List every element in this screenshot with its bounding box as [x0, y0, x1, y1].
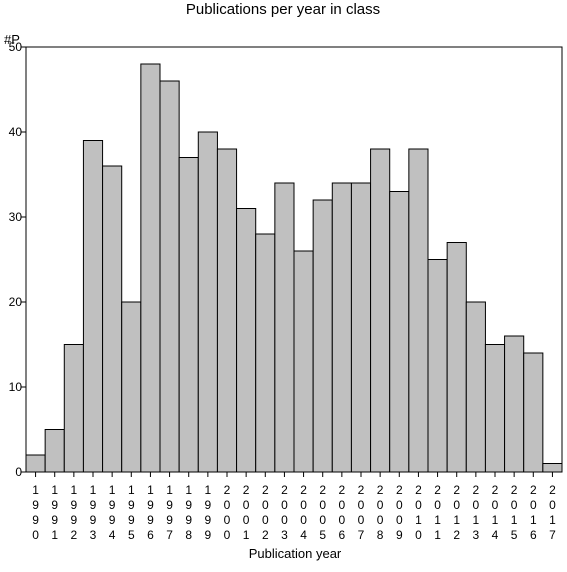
bar-1992 — [63, 344, 84, 473]
bar-2010 — [408, 148, 429, 473]
bar-2016 — [523, 352, 544, 473]
y-tick-label: 30 — [9, 210, 23, 224]
bar-2007 — [350, 182, 372, 473]
bar-2004 — [293, 250, 314, 473]
bar-1996 — [140, 63, 161, 473]
bar-2015 — [504, 335, 525, 473]
chart-title: Publications per year in class — [186, 1, 380, 18]
bar-2008 — [370, 148, 391, 473]
y-tick-label: 40 — [9, 125, 23, 139]
y-axis: 0 10 20 30 40 50 — [9, 40, 26, 479]
y-tick-label: 0 — [15, 465, 22, 479]
bar-1993 — [82, 140, 104, 473]
y-tick-label: 20 — [9, 295, 23, 309]
bar-2011 — [427, 259, 448, 473]
bar-1995 — [121, 301, 142, 473]
bar-2001 — [236, 208, 257, 473]
bar-2005 — [312, 199, 333, 473]
y-tick-label: 50 — [9, 40, 23, 54]
bar-2000 — [216, 148, 238, 473]
bar-2009 — [389, 191, 410, 473]
bar-1994 — [102, 165, 123, 473]
y-tick-label: 10 — [9, 380, 23, 394]
bar-1991 — [44, 429, 65, 473]
bar-2002 — [255, 233, 276, 473]
bar-2012 — [446, 242, 467, 473]
bar-1999 — [197, 131, 218, 473]
bars — [25, 63, 563, 473]
x-axis: 1 9 9 0 1 9 9 1 1 9 9 2 1 9 9 3 1 9 9 4 1 9 9 5 1 9 9 6 1 9 9 7 1 9 9 8 1 9 9 9… — [32, 472, 556, 542]
bar-1997 — [159, 80, 180, 473]
bar-2013 — [465, 301, 486, 473]
bar-2017 — [542, 463, 563, 473]
bar-1998 — [178, 157, 199, 473]
bar-2014 — [484, 344, 506, 473]
plot-frame — [25, 46, 563, 473]
bar-2003 — [274, 182, 295, 473]
y-axis-label: #P — [4, 32, 20, 47]
x-axis-label: Publication year — [249, 546, 342, 561]
bar-1990 — [25, 454, 46, 473]
bar-2006 — [331, 182, 352, 473]
